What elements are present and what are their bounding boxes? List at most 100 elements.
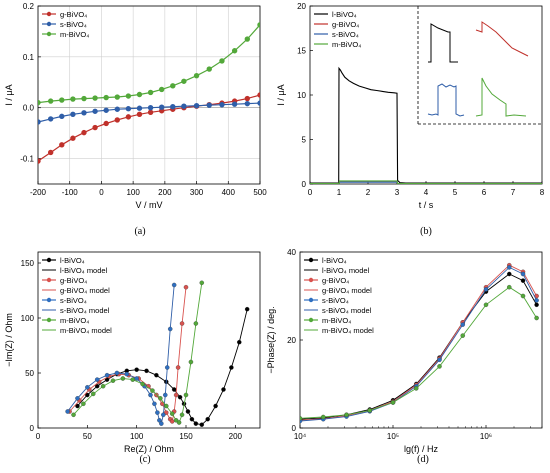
data-point bbox=[520, 293, 526, 299]
data-point bbox=[164, 403, 169, 409]
legend-marker bbox=[46, 11, 52, 17]
data-point bbox=[437, 357, 442, 363]
x-tick-label: 0 bbox=[36, 432, 41, 441]
inset-trace bbox=[475, 21, 529, 57]
data-point bbox=[244, 100, 251, 107]
data-point bbox=[206, 102, 212, 108]
data-point bbox=[163, 392, 168, 398]
x-tick-label: 7 bbox=[511, 188, 516, 197]
inset-trace bbox=[427, 83, 465, 117]
panel-label: (d) bbox=[417, 454, 429, 465]
data-point bbox=[229, 365, 234, 370]
data-point bbox=[81, 129, 87, 136]
x-axis-label: V / mV bbox=[135, 200, 162, 210]
data-point bbox=[244, 95, 251, 102]
data-point bbox=[59, 97, 65, 103]
data-point bbox=[171, 282, 177, 288]
legend-label: m-BiVO₄ bbox=[322, 316, 351, 325]
model-line bbox=[300, 264, 537, 421]
y-tick-label: 50 bbox=[25, 369, 34, 378]
x-tick-label: 0 bbox=[308, 188, 313, 197]
data-point bbox=[161, 412, 166, 418]
x-tick-label: 2 bbox=[366, 188, 371, 197]
x-tick-label: 300 bbox=[190, 188, 204, 197]
data-point bbox=[70, 135, 76, 141]
x-tick-label: 200 bbox=[229, 432, 243, 441]
data-point bbox=[183, 284, 189, 290]
data-point bbox=[125, 106, 132, 112]
series-group bbox=[38, 22, 260, 164]
data-point bbox=[94, 377, 100, 382]
data-point bbox=[92, 95, 98, 101]
legend-label: m-BiVO₄ bbox=[60, 30, 89, 39]
data-point bbox=[460, 322, 466, 327]
legend-marker bbox=[308, 257, 314, 263]
data-point bbox=[165, 365, 170, 370]
data-point bbox=[205, 416, 210, 422]
x-tick-label: 400 bbox=[222, 188, 236, 197]
legend-label: m-BiVO₄ bbox=[332, 40, 361, 49]
data-point bbox=[148, 392, 153, 398]
legend-label-model: m-BiVO₄ model bbox=[322, 326, 374, 335]
x-tick-label: 3 bbox=[395, 188, 400, 197]
data-point bbox=[170, 103, 176, 110]
data-point bbox=[244, 36, 251, 42]
data-point bbox=[173, 392, 179, 398]
data-point bbox=[534, 315, 539, 321]
legend-label: s-BiVO₄ bbox=[332, 30, 359, 39]
legend-marker bbox=[46, 257, 52, 263]
data-point bbox=[507, 265, 512, 270]
data-point bbox=[320, 414, 326, 420]
data-point bbox=[221, 387, 226, 392]
data-point bbox=[70, 111, 76, 118]
data-point bbox=[152, 401, 157, 407]
data-point bbox=[175, 365, 181, 370]
data-point bbox=[124, 371, 130, 377]
y-tick-label: 40 bbox=[287, 248, 296, 257]
data-point bbox=[483, 287, 489, 292]
data-point bbox=[181, 103, 187, 109]
data-point bbox=[103, 107, 109, 113]
legend-label-model: l-BiVO₄ model bbox=[322, 266, 370, 275]
data-point bbox=[154, 372, 159, 378]
data-point bbox=[70, 96, 76, 102]
data-point bbox=[85, 385, 90, 390]
data-point bbox=[460, 333, 466, 338]
data-point bbox=[183, 392, 189, 398]
y-tick-label: 0.1 bbox=[23, 53, 35, 62]
y-tick-label: 5 bbox=[302, 136, 307, 145]
x-tick-label: 100 bbox=[126, 188, 140, 197]
data-point bbox=[219, 101, 225, 108]
x-tick-label: 100 bbox=[130, 432, 144, 441]
chart-panel-d: 10⁴ 10⁵ 10⁶ 0 20 40 lg(f) / Hz −Phase(Z) / deg.… bbox=[266, 248, 543, 465]
chart-b-insets bbox=[417, 6, 542, 125]
legend-marker bbox=[46, 317, 52, 323]
data-point bbox=[147, 89, 154, 96]
data-point bbox=[206, 66, 212, 72]
y-axis-label: I / μA bbox=[4, 84, 14, 105]
x-tick-label: 10⁵ bbox=[387, 432, 399, 441]
y-tick-label: 0.0 bbox=[23, 104, 35, 113]
data-point bbox=[59, 113, 65, 120]
data-point bbox=[120, 376, 126, 381]
data-point bbox=[81, 401, 86, 407]
legend-marker bbox=[46, 21, 52, 27]
data-point bbox=[167, 326, 173, 332]
data-point bbox=[38, 99, 41, 106]
panel-label: (b) bbox=[420, 226, 432, 237]
legend-label: l-BiVO₄ bbox=[322, 256, 347, 265]
data-point bbox=[507, 284, 512, 290]
data-point bbox=[75, 403, 80, 409]
x-tick-label: 10⁶ bbox=[480, 432, 492, 441]
legend-label: g-BiVO₄ bbox=[60, 10, 87, 19]
legend-label-model: s-BiVO₄ model bbox=[322, 306, 372, 315]
legend-marker bbox=[46, 277, 52, 283]
data-point bbox=[147, 105, 154, 111]
data-point bbox=[147, 109, 154, 115]
data-point bbox=[237, 339, 242, 345]
data-point bbox=[104, 372, 110, 378]
data-point bbox=[414, 386, 419, 391]
data-point bbox=[136, 105, 143, 111]
